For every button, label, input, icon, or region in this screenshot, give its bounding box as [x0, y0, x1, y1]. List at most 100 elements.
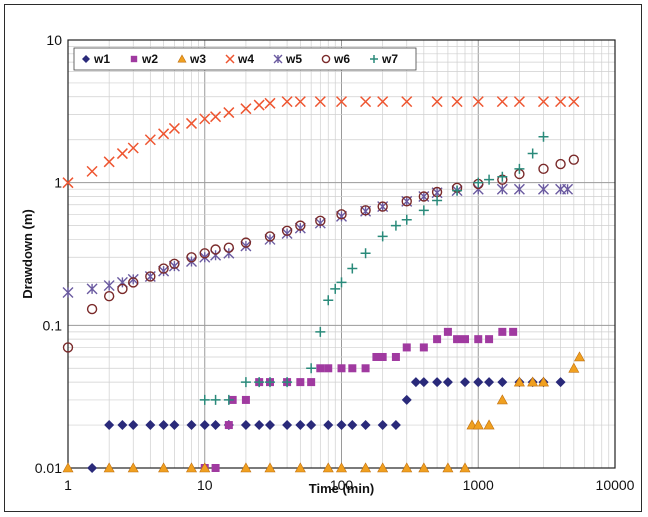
data-point-w4 [168, 122, 180, 134]
data-point-w1 [128, 420, 139, 431]
data-point-w1 [87, 463, 98, 473]
data-point-w4 [537, 96, 550, 108]
data-point-w6 [240, 237, 252, 248]
data-point-w6 [360, 205, 371, 216]
y-tick-label: 10 [46, 32, 62, 48]
grid-lines [67, 40, 615, 469]
x-tick-label: 100 [330, 477, 354, 493]
series-w2 [200, 327, 518, 472]
data-point-w4 [472, 96, 484, 108]
data-point-w4 [223, 107, 235, 119]
y-tick-label: 1 [54, 175, 62, 191]
data-point-w6 [315, 215, 326, 227]
data-point-w6 [555, 158, 566, 170]
data-point-w2 [498, 327, 507, 336]
data-point-w5 [127, 273, 139, 285]
data-point-w7 [199, 394, 210, 405]
data-point-w7 [264, 377, 275, 388]
data-point-w7 [514, 163, 525, 174]
data-point-w7 [377, 231, 388, 242]
data-point-w2 [316, 364, 325, 373]
data-point-w1 [401, 394, 412, 405]
data-point-w7 [452, 185, 463, 196]
data-point-w6 [295, 220, 306, 231]
data-point-w4 [401, 96, 413, 108]
data-point-w2 [372, 352, 381, 361]
data-point-w2 [419, 343, 428, 352]
legend-label: w3 [189, 52, 206, 66]
data-point-w7 [527, 148, 538, 159]
data-point-w4 [513, 96, 525, 108]
data-point-w6 [336, 209, 347, 220]
data-point-w7 [473, 177, 484, 188]
data-point-w3 [322, 462, 334, 473]
data-point-w1 [442, 377, 453, 388]
data-point-w4 [377, 96, 389, 108]
tick-labels: 1 10 100 1000 10000 0.01 0.1 1 10 [35, 32, 635, 493]
series-w6 [62, 154, 580, 353]
data-point-w4 [431, 96, 443, 108]
data-point-w7 [390, 220, 401, 231]
data-point-w1 [459, 377, 470, 388]
data-point-w2 [324, 364, 333, 373]
data-point-w7 [323, 295, 334, 306]
series-w3 [62, 351, 586, 473]
legend-label: w4 [237, 52, 254, 66]
data-point-w6 [128, 277, 139, 288]
legend-marker-w5 [273, 54, 283, 64]
data-point-w7 [401, 214, 412, 225]
x-tick-label: 1000 [463, 477, 494, 493]
data-point-w7 [315, 326, 326, 337]
data-point-w4 [127, 142, 139, 154]
data-point-w1 [295, 420, 306, 431]
y-tick-label: 0.01 [35, 460, 62, 476]
x-tick-label: 10 [197, 477, 213, 493]
data-point-w5 [562, 183, 574, 195]
data-point-w1 [264, 420, 275, 431]
data-point-w6 [169, 258, 180, 269]
data-point-w3 [127, 462, 139, 473]
data-point-w2 [378, 352, 387, 361]
data-point-w3 [537, 376, 550, 387]
data-point-w3 [442, 462, 454, 473]
legend-label: w1 [93, 52, 110, 66]
legend-label: w6 [333, 52, 350, 66]
x-tick-label: 10000 [596, 477, 635, 493]
data-point-w4 [103, 156, 115, 168]
data-point-w2 [453, 335, 462, 344]
data-point-w4 [281, 96, 293, 108]
data-point-w1 [555, 377, 566, 388]
data-point-w6 [186, 252, 197, 263]
data-point-w1 [210, 420, 221, 431]
data-point-w2 [296, 378, 305, 387]
data-point-w3 [568, 362, 580, 373]
data-point-w1 [347, 420, 358, 431]
data-point-w4 [264, 97, 276, 109]
legend-marker-w1 [82, 55, 90, 63]
data-point-w3 [418, 462, 430, 473]
legend-label: w7 [381, 52, 398, 66]
y-axis-label: Drawdown (m) [20, 209, 35, 299]
data-point-w6 [281, 225, 293, 236]
data-point-w3 [294, 462, 306, 473]
data-point-w6 [62, 342, 74, 353]
data-point-w4 [199, 113, 211, 125]
series-w4 [62, 96, 580, 189]
legend-box [73, 47, 417, 71]
x-tick-label: 1 [64, 477, 72, 493]
series-w7 [199, 131, 549, 405]
data-point-w3 [513, 376, 525, 387]
data-point-w4 [185, 117, 198, 129]
data-point-w1 [158, 420, 169, 431]
data-point-w1 [336, 420, 347, 431]
data-point-w1 [306, 420, 317, 431]
data-point-w3 [335, 462, 348, 473]
data-point-w1 [186, 420, 197, 431]
data-point-w4 [568, 96, 580, 108]
data-point-w2 [443, 327, 452, 336]
data-point-w1 [254, 420, 265, 431]
data-point-w7 [223, 394, 234, 405]
data-point-w2 [402, 343, 411, 352]
data-point-w4 [496, 96, 508, 108]
